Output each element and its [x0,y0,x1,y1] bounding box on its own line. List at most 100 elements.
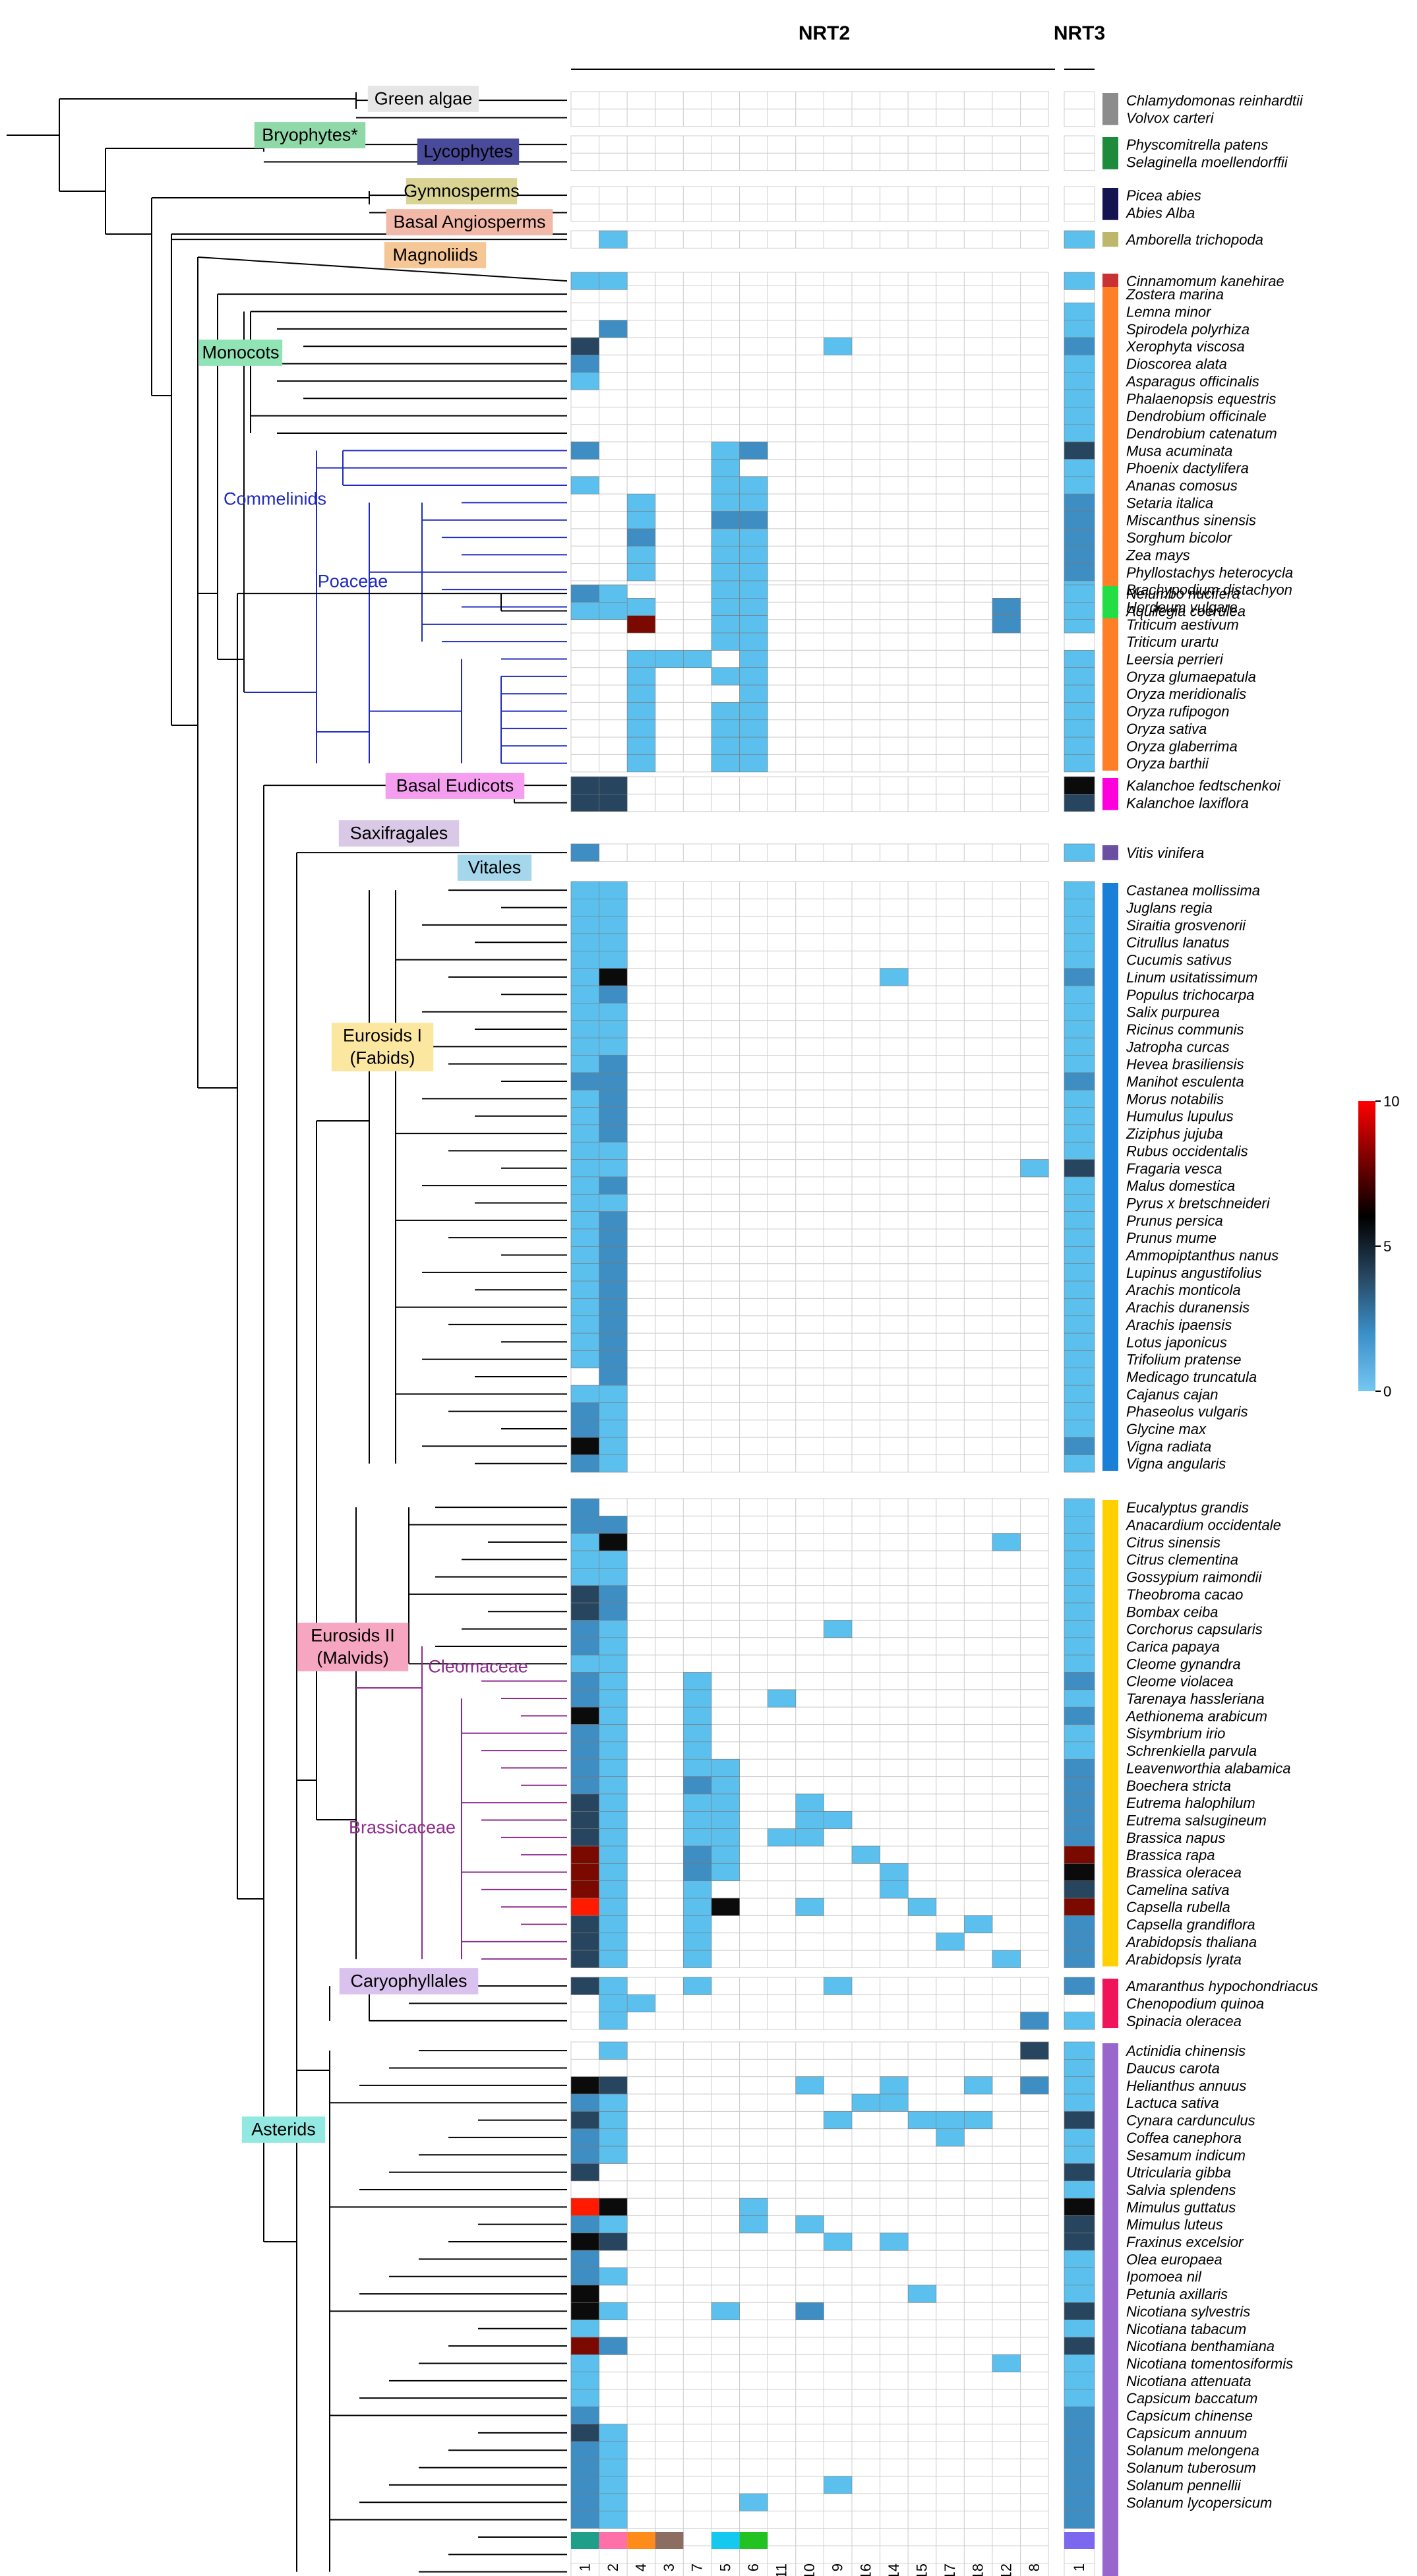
clade-label: Cleomaceae [428,1656,528,1676]
heat-cell-empty [851,1567,881,1586]
heat-cell-empty [936,1193,965,1213]
heat-cell-empty [711,1437,740,1456]
nrt3-header: NRT3 [1054,22,1105,44]
heat-cell-empty [907,91,937,109]
heat-cell [711,545,740,564]
species-label: Arabidopsis thaliana [1125,1934,1257,1950]
heat-cell-empty [823,719,853,738]
heat-cell-empty [963,881,993,899]
heat-cell-empty [907,1072,937,1091]
heat-cell-empty [851,632,881,651]
heat-cell-empty [739,2058,768,2078]
heat-cell [570,1620,599,1638]
heat-cell-empty [711,1498,740,1516]
heat-cell-empty [767,1055,797,1073]
heat-cell-empty [907,1845,937,1864]
heat-cell-empty [992,493,1021,512]
heat-cell-empty [992,1741,1021,1760]
species-label: Triticum aestivum [1126,616,1239,633]
heat-cell-empty [851,2528,881,2546]
heat-cell-empty [823,649,853,669]
heat-cell-empty [626,1124,656,1143]
heat-cell-empty [823,1193,853,1213]
heat-cell-empty [682,2545,712,2563]
heat-cell-empty [1020,1228,1049,1247]
heat-cell [1064,1194,1095,1212]
heat-cell-empty [992,1367,1021,1386]
species-label: Triticum urartu [1126,634,1219,650]
heat-cell-empty [880,1550,909,1569]
heat-cell [992,1533,1021,1551]
heat-cell [570,916,599,934]
heat-cell-empty [880,2145,909,2164]
heat-cell-empty [963,2145,993,2164]
heat-cell-empty [626,2389,656,2407]
heat-cell-empty [907,1619,937,1638]
heat-cell-empty [795,1211,824,1230]
heat-cell [626,684,656,703]
heat-cell-empty [626,1689,656,1708]
heat-cell-empty [767,135,797,154]
heat-cell-empty [655,2337,684,2355]
heat-cell [599,2145,628,2164]
heat-cell-empty [1020,354,1049,373]
heat-cell-empty [851,1758,881,1778]
heat-cell-empty [1020,1002,1049,1021]
species-label: Ipomoea nil [1126,2269,1202,2285]
heat-cell-empty [655,493,684,512]
heat-cell [570,1828,599,1847]
heat-cell-empty [767,563,797,582]
heat-cell [795,2076,824,2095]
heat-cell-empty [1020,337,1049,355]
heat-cell [599,1089,628,1108]
heat-cell [599,1706,628,1725]
heat-cell-empty [682,1533,712,1551]
heat-cell [570,2232,599,2251]
heat-cell [570,968,599,986]
heat-cell-empty [880,1811,909,1830]
heat-cell [599,1246,628,1264]
species-label: Rubus occidentalis [1126,1143,1248,1159]
heat-cell-empty [992,1637,1021,1656]
heat-cell-empty [992,441,1021,460]
heat-cell-empty [795,843,824,862]
heat-cell-empty [655,2320,684,2338]
heat-cell-empty [767,1567,797,1586]
heat-cell-empty [795,1637,824,1656]
heat-cell-empty [907,108,937,127]
species-label: Cynara cardunculus [1126,2112,1255,2129]
heat-cell-empty [851,1037,881,1056]
heat-cell [570,1454,599,1473]
heat-cell-empty [739,1619,768,1638]
species-label: Arabidopsis lyrata [1125,1951,1242,1967]
heat-cell [570,1863,599,1882]
heat-cell-empty [1020,1141,1049,1160]
heat-cell [1064,2076,1095,2095]
heat-cell-empty [992,1498,1021,1516]
heat-cell-empty [936,1211,965,1230]
heat-cell-empty [711,1037,740,1056]
heat-cell-empty [907,1263,937,1282]
heat-cell-empty [767,1950,797,1968]
heat-cell-empty [711,2198,740,2216]
heat-cell-empty [795,1002,824,1021]
heat-cell [599,2511,628,2529]
heat-cell-empty [711,2250,740,2269]
heat-cell-empty [880,2545,909,2563]
heat-cell-empty [1020,1585,1049,1603]
heat-cell-empty [767,1437,797,1456]
heat-cell-empty [963,186,993,204]
heat-cell-empty [1064,632,1095,651]
heat-cell-empty [880,2163,909,2182]
heat-cell [907,1898,937,1916]
clade-label: Poaceae [318,571,388,591]
heat-cell-empty [992,2406,1021,2425]
heat-cell-empty [963,684,993,703]
heat-cell [711,1863,740,1882]
heat-cell-empty [936,1141,965,1160]
heat-cell-empty [682,2041,712,2060]
heat-cell-empty [655,1724,684,1743]
heat-cell-empty [963,320,993,338]
heat-cell-empty [767,2372,797,2390]
